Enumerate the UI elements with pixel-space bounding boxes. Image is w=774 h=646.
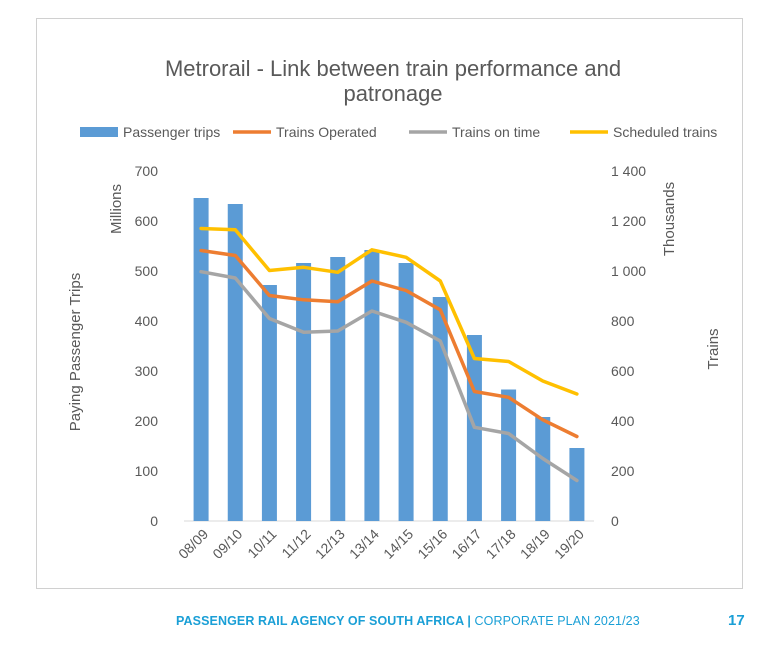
y-left-tick-label: 600 — [135, 213, 159, 229]
y-left-tick-label: 500 — [135, 263, 159, 279]
y-left-tick-label: 0 — [150, 513, 158, 529]
footer-separator: | — [463, 614, 475, 628]
x-tick-label: 12/13 — [312, 526, 348, 562]
bar-passenger-trips — [364, 250, 380, 521]
y-right-label: Trains — [705, 328, 722, 369]
x-tick-label: 16/17 — [448, 526, 484, 562]
bar-passenger-trips — [227, 204, 243, 521]
legend-label: Passenger trips — [123, 124, 220, 140]
y-left-label: Paying Passenger Trips — [67, 273, 84, 431]
line-trains-on-time — [199, 269, 579, 483]
line-series — [199, 226, 579, 483]
y-left-tick-label: 700 — [135, 163, 159, 179]
x-tick-label: 19/20 — [551, 526, 587, 562]
bar-passenger-trips — [261, 285, 277, 521]
chart-legend: Passenger trips Trains Operated Trains on … — [80, 124, 717, 140]
legend-swatch — [80, 127, 118, 137]
y-left-tick-label: 300 — [135, 363, 159, 379]
x-tick-label: 15/16 — [414, 526, 450, 562]
y-left-unit: Millions — [108, 184, 125, 234]
legend-label: Trains on time — [452, 124, 540, 140]
bar-passenger-trips — [569, 448, 585, 521]
chart-title-line2: patronage — [343, 81, 442, 106]
bar-passenger-trips — [432, 297, 448, 521]
footer-org: PASSENGER RAIL AGENCY OF SOUTH AFRICA — [176, 614, 464, 628]
y-right-tick-label: 0 — [611, 513, 619, 529]
bar-passenger-trips — [330, 257, 346, 521]
y-right-tick-label: 200 — [611, 463, 635, 479]
legend-label: Trains Operated — [276, 124, 377, 140]
x-tick-label: 08/09 — [175, 526, 211, 562]
y-right-unit: Thousands — [661, 182, 678, 256]
footer-plan: CORPORATE PLAN 2021/23 — [474, 614, 640, 628]
page-number: 17 — [728, 612, 745, 629]
y-left-tick-label: 100 — [135, 463, 159, 479]
bar-passenger-trips — [296, 263, 312, 521]
x-tick-label: 18/19 — [517, 526, 553, 562]
chart-frame: Metrorail - Link between train performan… — [36, 18, 743, 589]
footer-text: PASSENGER RAIL AGENCY OF SOUTH AFRICA | … — [176, 614, 640, 628]
bar-series — [193, 198, 585, 521]
x-tick-label: 17/18 — [483, 526, 519, 562]
x-tick-label: 14/15 — [380, 526, 416, 562]
chart-svg: Metrorail - Link between train performan… — [67, 56, 722, 562]
legend-label: Scheduled trains — [613, 124, 717, 140]
chart-title-line1: Metrorail - Link between train performan… — [165, 56, 621, 81]
line-scheduled-trains — [199, 226, 579, 396]
y-right-tick-label: 800 — [611, 313, 635, 329]
x-tick-label: 10/11 — [244, 526, 280, 562]
bar-passenger-trips — [535, 417, 551, 521]
y-left-tick-label: 400 — [135, 313, 159, 329]
x-tick-label: 13/14 — [346, 526, 382, 562]
y-right-tick-label: 400 — [611, 413, 635, 429]
bar-passenger-trips — [398, 263, 414, 521]
y-right-tick-label: 1 200 — [611, 213, 646, 229]
y-left-tick-label: 200 — [135, 413, 159, 429]
y-right-tick-label: 600 — [611, 363, 635, 379]
y-right-tick-label: 1 400 — [611, 163, 646, 179]
x-tick-label: 09/10 — [209, 526, 245, 562]
bar-passenger-trips — [501, 389, 517, 521]
x-tick-label: 11/12 — [278, 526, 314, 562]
bar-passenger-trips — [193, 198, 209, 521]
line-trains-operated — [199, 248, 579, 439]
page-footer: PASSENGER RAIL AGENCY OF SOUTH AFRICA | … — [0, 612, 774, 634]
y-right-tick-label: 1 000 — [611, 263, 646, 279]
